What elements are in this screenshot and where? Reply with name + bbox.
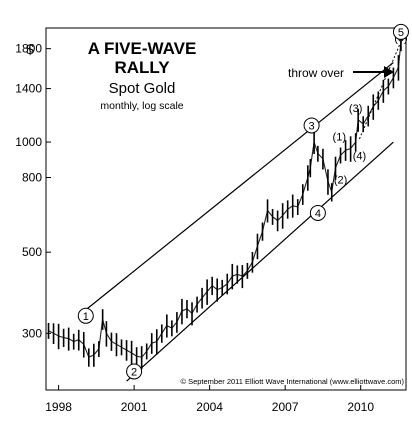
price-series [47, 32, 402, 370]
y-tick-label: 300 [22, 326, 42, 340]
wave-label: (1) [333, 132, 346, 144]
chart-note: monthly, log scale [100, 100, 183, 112]
wave-label: (3) [349, 103, 362, 115]
throw-over-arrow-head [384, 66, 394, 78]
wave-label: 4 [309, 204, 326, 221]
copyright-text: © September 2011 Elliott Wave Internatio… [180, 377, 404, 386]
wave-label: 3 [303, 117, 320, 134]
x-tick-label: 2001 [121, 400, 148, 414]
wave-circle [303, 117, 320, 134]
wave-label: 1 [77, 307, 94, 324]
wave-circle [309, 204, 326, 221]
x-tick-label: 1998 [45, 400, 72, 414]
wave-label-text: 5 [398, 27, 404, 39]
x-tick-label: 2007 [272, 400, 299, 414]
wave-circle [392, 23, 409, 40]
wave-label: 5 [392, 23, 409, 40]
trend-channel [82, 62, 394, 382]
wave-label: (4) [353, 150, 366, 162]
wave-label: (2) [334, 174, 347, 186]
y-tick-label: 1400 [15, 82, 42, 96]
y-axis-label: $ [26, 41, 34, 57]
y-tick-label: 1800 [15, 42, 42, 56]
wave-label-text: 3 [309, 120, 315, 132]
channel-line [82, 62, 394, 313]
wave-label-text: 1 [83, 311, 89, 323]
wave-circle [126, 363, 143, 380]
price-line [48, 41, 402, 359]
channel-line [126, 141, 394, 382]
y-axis: 300 500 800 1000 1400 1800 [15, 42, 51, 340]
wave-label-text: 4 [315, 208, 321, 220]
chart-subtitle: Spot Gold [109, 80, 176, 97]
wave-label-text: 2 [131, 366, 137, 378]
wave-label: 2 [126, 363, 143, 380]
annotation-throw-over: throw over [288, 66, 344, 80]
wave-label-text: (1) [333, 132, 346, 144]
wave-label-text: (3) [349, 103, 362, 115]
y-tick-label: 800 [22, 171, 42, 185]
wave-label-text: (4) [353, 150, 366, 162]
chart-title-line-2: RALLY [114, 58, 170, 77]
wave-label-text: (2) [334, 174, 347, 186]
wave-circle [77, 307, 94, 324]
x-axis: 1998 2001 2004 2007 2010 [45, 385, 374, 414]
y-tick-label: 500 [22, 245, 42, 259]
x-tick-label: 2004 [196, 400, 223, 414]
x-tick-label: 2010 [347, 400, 374, 414]
chart-title: A FIVE-WAVE [88, 39, 197, 58]
throw-over-dotted-line [358, 41, 402, 140]
y-tick-label: 1000 [15, 135, 42, 149]
plot-area-frame [45, 27, 407, 391]
